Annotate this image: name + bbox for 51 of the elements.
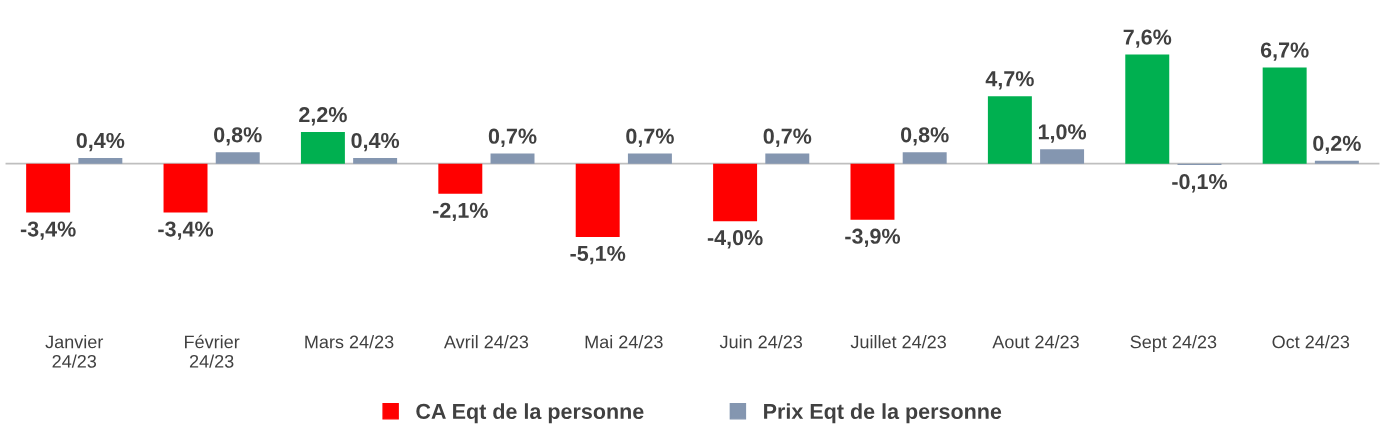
data-label: 2,2% (299, 107, 347, 126)
bar (1314, 160, 1359, 164)
data-label: -0,1% (1172, 174, 1228, 193)
x-tick-label: Février 24/23 (185, 334, 240, 368)
bar (902, 152, 947, 164)
bar (1125, 54, 1170, 164)
bar (26, 163, 71, 213)
data-label: -3,4% (20, 221, 76, 240)
data-label: 4,7% (985, 71, 1034, 90)
data-label: -4,0% (707, 230, 763, 249)
data-label: 1,0% (1038, 124, 1087, 143)
bar (215, 152, 260, 164)
data-label: 0,7% (763, 128, 812, 147)
bar (438, 163, 483, 194)
bar (300, 132, 345, 164)
x-tick-label: Sept 24/23 (1130, 335, 1217, 352)
data-label: 0,4% (76, 132, 125, 152)
bar (987, 96, 1032, 164)
data-label: -3,4% (158, 221, 214, 240)
bar (1262, 67, 1307, 164)
bar (163, 163, 208, 213)
data-label: 6,7% (1260, 42, 1309, 61)
x-tick-label: Avril 24/23 (443, 335, 529, 349)
x-tick-label: Janvier 24/23 (45, 335, 104, 368)
bar (490, 153, 535, 164)
bar (1040, 149, 1085, 164)
data-label: 0,4% (351, 132, 400, 152)
bar (713, 163, 758, 222)
x-tick-label: Oct 24/23 (1272, 335, 1350, 349)
x-tick-label: Aout 24/23 (992, 335, 1079, 349)
x-tick-label: Mars 24/23 (305, 335, 394, 349)
data-label: 0,8% (214, 127, 262, 146)
bar (575, 163, 620, 237)
bar (850, 163, 895, 220)
bar (627, 153, 672, 164)
data-label: 0,7% (488, 128, 537, 147)
data-label: -5,1% (570, 245, 626, 265)
data-label: 0,8% (901, 127, 949, 146)
bar (78, 157, 123, 164)
x-tick-label: Juin 24/23 (719, 335, 803, 349)
x-tick-label: Mai 24/23 (585, 335, 663, 349)
data-label: 0,7% (626, 128, 674, 147)
data-label: -3,9% (845, 228, 901, 247)
bar (765, 153, 810, 164)
legend-label: CA Eqt de la personne (416, 403, 644, 424)
data-label: 0,2% (1313, 135, 1361, 155)
x-tick-label: Juillet 24/23 (850, 335, 946, 349)
legend-label: Prix Eqt de la personne (764, 403, 1002, 424)
data-label: -2,1% (433, 202, 488, 222)
bar (353, 157, 398, 164)
data-label: 7,6% (1123, 29, 1172, 48)
